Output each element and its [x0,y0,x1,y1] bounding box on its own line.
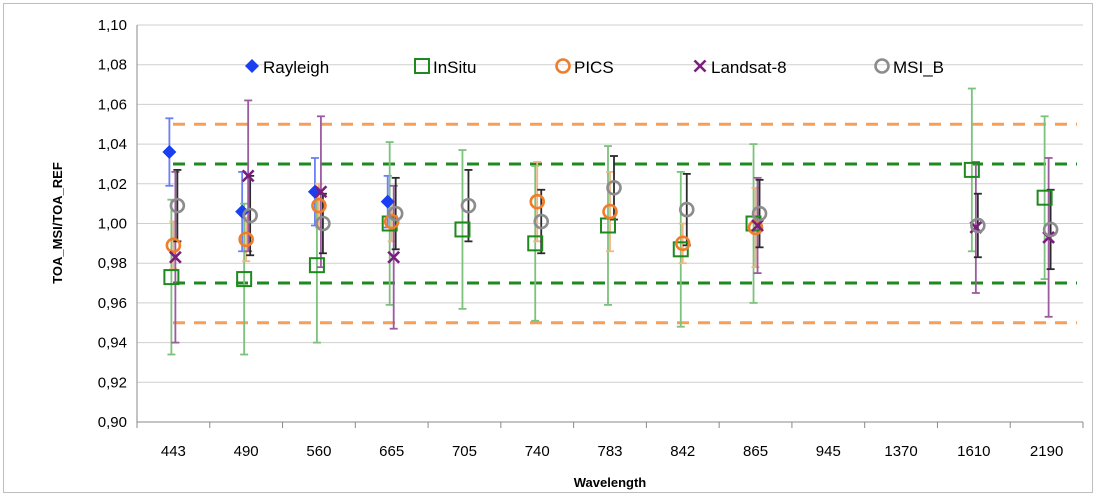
landsat-8-point [168,250,182,264]
pics-point [238,231,254,248]
msi-b-point [533,213,550,230]
x-tick-label: 705 [452,443,477,460]
legend-label-pics: PICS [574,58,614,77]
x-stroke [969,221,983,234]
insitu-point [163,269,180,286]
pics-point [165,237,182,254]
y-tick-label: 1,00 [98,216,127,233]
x-tick-label: 740 [525,443,550,460]
x-tick-label: 842 [670,443,695,460]
legend-label-landsat-8: Landsat-8 [711,58,787,77]
insitu-point [527,235,544,252]
insitu-point [308,257,325,274]
insitu-point [963,161,980,178]
x-axis-title: Wavelength [574,475,647,490]
x-tick-label: 490 [234,443,259,460]
x-stroke [168,250,182,264]
y-tick-label: 0,96 [98,295,127,312]
y-tick-label: 1,04 [98,136,127,153]
data-markers [162,145,1059,288]
msi-b-point [242,207,258,224]
axes: 0,90 0,92 0,94 0,96 0,98 1,00 1,02 1,04 1,06 1,08… [98,17,1084,460]
insitu-point [236,271,253,288]
rayleigh-point [235,204,250,219]
legend-label-insitu: InSitu [433,58,476,77]
x-stroke [1042,230,1056,244]
y-tick-label: 0,90 [98,414,127,431]
msi-b-point [1042,221,1059,238]
pics-point [383,213,400,230]
x-tick-label: 443 [161,443,186,460]
legend-marker-rayleigh [245,59,259,73]
x-tick-label: 945 [816,443,841,460]
y-tick-label: 1,10 [98,17,127,34]
msi-b-point [970,217,986,234]
x-tick-label: 783 [597,443,622,460]
y-tick-label: 0,92 [98,374,127,391]
pics-point [602,203,618,220]
msi-b-point [678,201,695,218]
pics-point [311,197,327,214]
legend-label-rayleigh: Rayleigh [263,58,329,77]
rayleigh-point [380,194,395,209]
legend-marker-pics [555,58,571,74]
legend: Rayleigh InSitu PICS Landsat-8 MSI_B [245,58,944,77]
landsat-8-point [241,169,255,183]
y-tick-label: 1,02 [98,176,127,193]
rayleigh-point [162,145,177,160]
error-bars [165,87,1055,356]
msi-b-point [751,205,768,222]
landsat-8-point [387,250,401,264]
x-tick-label: 2190 [1030,443,1063,460]
x-stroke [241,169,255,183]
x-stroke [314,185,328,199]
legend-marker-insitu [414,58,430,74]
y-tick-label: 1,06 [98,96,127,113]
y-tick-label: 0,94 [98,335,127,352]
insitu-point [454,221,471,238]
y-tick-label: 1,08 [98,57,127,74]
y-axis-title: TOA_MSI/TOA_REF [50,162,65,284]
x-tick-label: 560 [306,443,331,460]
msi-b-point [169,197,186,214]
legend-marker-landsat-8 [693,59,707,73]
x-tick-label: 1370 [884,443,917,460]
landsat-8-point [751,219,764,232]
msi-b-point [460,197,477,214]
insitu-point [1036,189,1053,206]
x-stroke [387,250,401,264]
pics-point [674,235,691,252]
pics-point [747,219,764,236]
x-tick-label: 865 [743,443,768,460]
landsat-8-point [314,185,328,199]
msi-b-point [387,205,404,222]
chart-frame [3,3,1093,493]
msi-b-point [315,215,331,232]
legend-marker-msi-b [874,58,890,74]
x-stroke [751,219,764,232]
msi-b-point [606,179,622,196]
reference-lines [173,122,1077,325]
y-tick-label: 0,98 [98,255,127,272]
pics-point [529,193,546,210]
x-tick-label: 1610 [957,443,990,460]
x-stroke [693,59,707,73]
legend-label-msi-b: MSI_B [893,58,944,77]
grid-layer [137,24,1083,383]
x-tick-label: 665 [379,443,404,460]
